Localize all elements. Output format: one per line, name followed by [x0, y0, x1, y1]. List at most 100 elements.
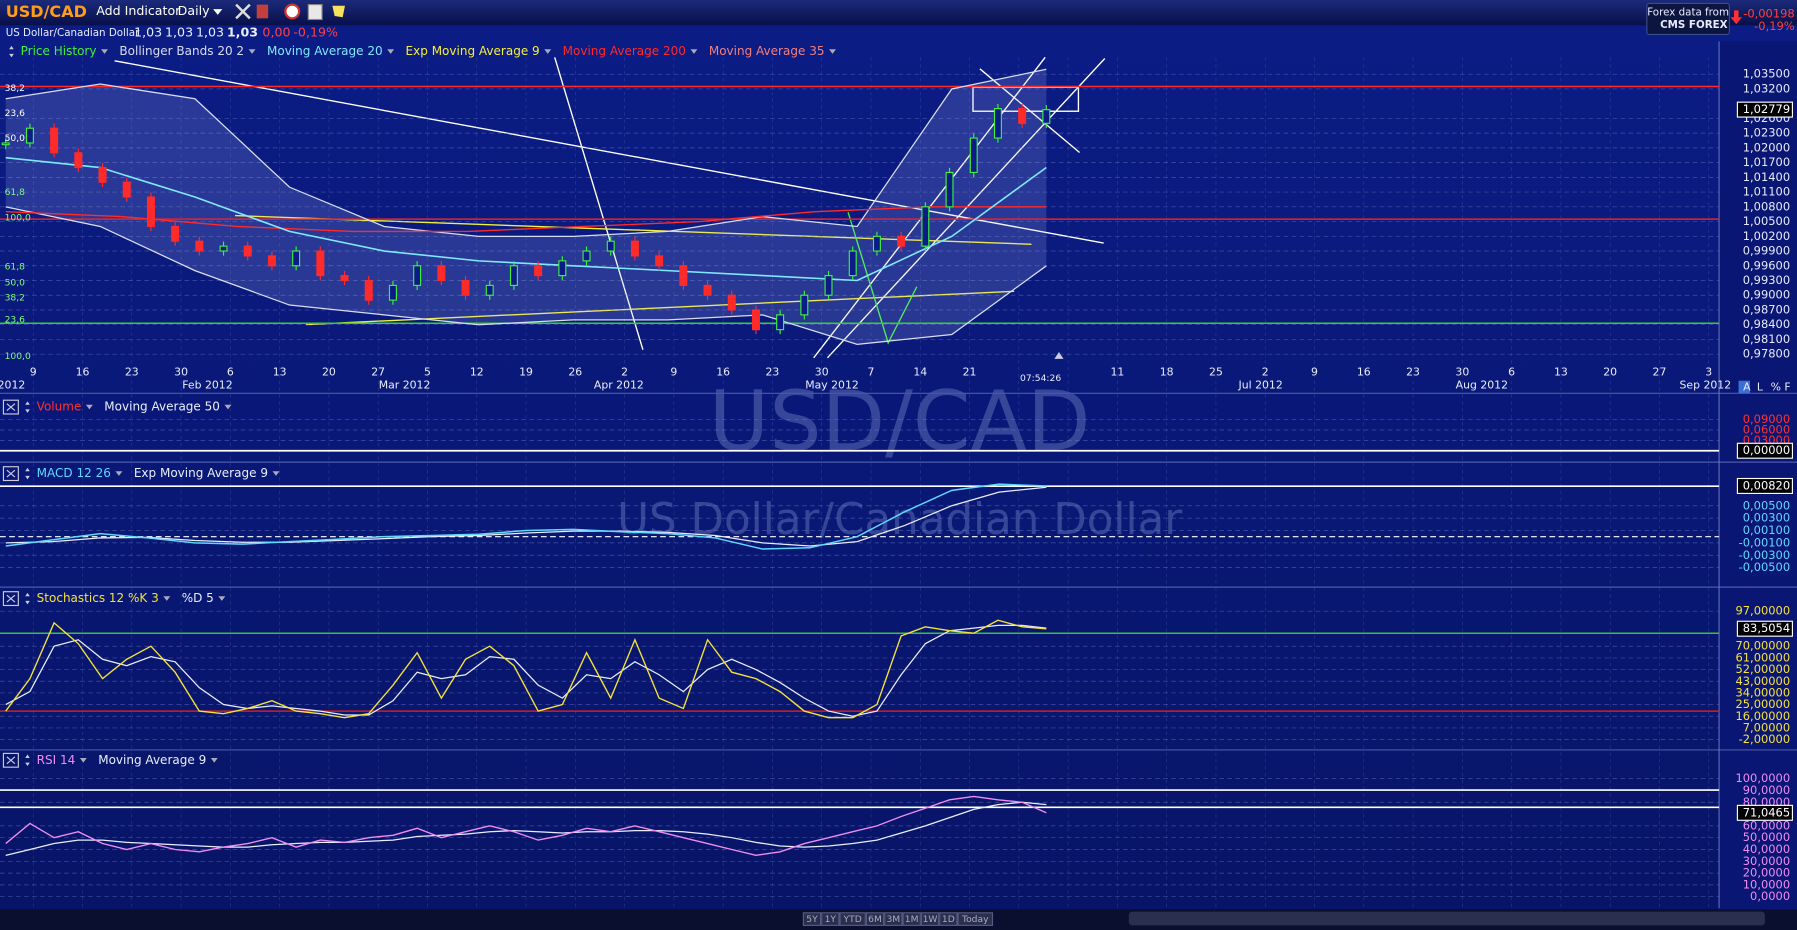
drag-handle[interactable]: [25, 754, 30, 767]
candle: [897, 235, 906, 247]
close-icon[interactable]: [6, 756, 16, 765]
range-button[interactable]: [902, 912, 921, 926]
y-tick-label: -0,00500: [1739, 560, 1790, 574]
legend-item[interactable]: Exp Moving Average 9: [134, 466, 268, 480]
legend-dropdown[interactable]: [272, 471, 280, 476]
legend-dropdown[interactable]: [218, 596, 226, 601]
candle: [655, 255, 664, 267]
note-icon[interactable]: [332, 5, 345, 18]
y-tick-label: 97,00000: [1735, 604, 1790, 618]
legend-dropdown[interactable]: [224, 404, 232, 410]
scale-button[interactable]: %: [1771, 381, 1781, 394]
legend-dropdown[interactable]: [79, 757, 87, 763]
range-button-label[interactable]: YTD: [843, 914, 862, 925]
y-tick-label: 1,02300: [1743, 126, 1790, 140]
range-button[interactable]: [939, 912, 958, 926]
legend-item[interactable]: Moving Average 20: [267, 44, 383, 58]
trendline: [554, 57, 644, 350]
legend-dropdown[interactable]: [690, 49, 698, 54]
drag-handle[interactable]: [25, 467, 30, 480]
y-tick-label: 0,98400: [1743, 317, 1790, 331]
range-button[interactable]: [957, 912, 994, 926]
current-value-label: 71,0465: [1743, 805, 1790, 819]
range-button-label[interactable]: 6M: [868, 914, 882, 925]
legend-dropdown[interactable]: [248, 49, 256, 54]
dropdown-arrow[interactable]: [213, 9, 223, 15]
clock-icon[interactable]: [284, 3, 301, 20]
interval[interactable]: Daily: [178, 3, 210, 18]
drag-handle[interactable]: [25, 592, 30, 605]
range-button-label[interactable]: 1M: [905, 914, 919, 925]
series-line: [5, 206, 1047, 346]
legend-item[interactable]: Bollinger Bands 20 2: [119, 44, 244, 58]
legend-item[interactable]: Volume: [37, 400, 82, 414]
bars-icon[interactable]: [256, 4, 269, 19]
x-month-label: Feb 2012: [182, 378, 232, 391]
legend-dropdown[interactable]: [163, 596, 171, 601]
range-button[interactable]: [839, 912, 866, 926]
candle: [25, 127, 34, 144]
range-button-label[interactable]: 1W: [923, 914, 938, 925]
x-month-label: May 2012: [805, 378, 859, 391]
legend-dropdown[interactable]: [210, 757, 218, 763]
legend-item[interactable]: MACD 12 26: [37, 466, 111, 480]
symbol[interactable]: USD/CAD: [6, 2, 87, 21]
legend-dropdown[interactable]: [115, 471, 123, 476]
legend-dropdown[interactable]: [829, 49, 836, 54]
legend-item[interactable]: Stochastics 12 %K 3: [37, 591, 159, 605]
scale-button[interactable]: L: [1757, 381, 1763, 394]
range-button-label[interactable]: 5Y: [806, 914, 818, 925]
legend-item[interactable]: RSI 14: [37, 753, 76, 767]
range-button[interactable]: [920, 912, 940, 926]
range-button-label[interactable]: 1Y: [825, 914, 837, 925]
scale-button-bg[interactable]: [1738, 380, 1751, 394]
scale-button[interactable]: A: [1743, 381, 1751, 394]
x-tick-label: 30: [815, 366, 829, 379]
legend-item[interactable]: Moving Average 35: [709, 44, 825, 58]
close-button[interactable]: [2, 399, 19, 415]
legend-item[interactable]: Moving Average 200: [563, 44, 686, 58]
y-tick-label: 52,00000: [1735, 662, 1790, 676]
legend-item[interactable]: %D 5: [182, 591, 214, 605]
calc-icon[interactable]: [307, 4, 323, 21]
legend-dropdown[interactable]: [85, 404, 93, 410]
y-tick-label: 0,99600: [1743, 258, 1790, 272]
y-tick-label: 0,06000: [1743, 423, 1790, 437]
candle: [1, 142, 10, 146]
range-button[interactable]: [802, 912, 822, 926]
scale-button[interactable]: F: [1784, 381, 1790, 394]
x-tick-label: 16: [76, 366, 90, 379]
close-icon[interactable]: [6, 594, 16, 603]
close-button[interactable]: [2, 466, 19, 482]
legend-item[interactable]: Moving Average 50: [104, 400, 220, 414]
close-button[interactable]: [2, 591, 19, 607]
y-tick-label: 1,00200: [1743, 229, 1790, 243]
add-indicator[interactable]: Add Indicator: [96, 3, 181, 18]
legend-dropdown[interactable]: [387, 49, 395, 54]
tools-icon[interactable]: [235, 3, 251, 20]
y-tick-label: 50,0000: [1743, 830, 1790, 844]
scrollbar[interactable]: [1128, 911, 1765, 926]
close-icon[interactable]: [6, 403, 16, 411]
drag-handle[interactable]: [25, 401, 30, 413]
range-button-label[interactable]: 3M: [886, 914, 900, 925]
x-tick-label: 11: [1110, 366, 1124, 379]
series-line: [5, 619, 1047, 719]
close-icon[interactable]: [6, 469, 16, 478]
legend-item[interactable]: Price History: [21, 44, 97, 58]
close-button[interactable]: [2, 752, 19, 768]
legend-dropdown[interactable]: [544, 49, 552, 54]
legend-dropdown[interactable]: [101, 49, 108, 54]
candle: [824, 275, 833, 296]
range-button-label[interactable]: 1D: [942, 914, 955, 925]
drag-handle[interactable]: [9, 45, 14, 58]
range-button-label[interactable]: Today: [961, 914, 989, 925]
source-badge[interactable]: [1646, 2, 1730, 35]
range-button[interactable]: [865, 912, 885, 926]
range-button[interactable]: [884, 912, 903, 926]
legend-item[interactable]: Exp Moving Average 9: [406, 44, 540, 58]
range-button[interactable]: [821, 912, 840, 926]
candle: [98, 166, 107, 183]
x-month-label: Sep 2012: [1680, 378, 1732, 391]
legend-item[interactable]: Moving Average 9: [98, 753, 206, 767]
